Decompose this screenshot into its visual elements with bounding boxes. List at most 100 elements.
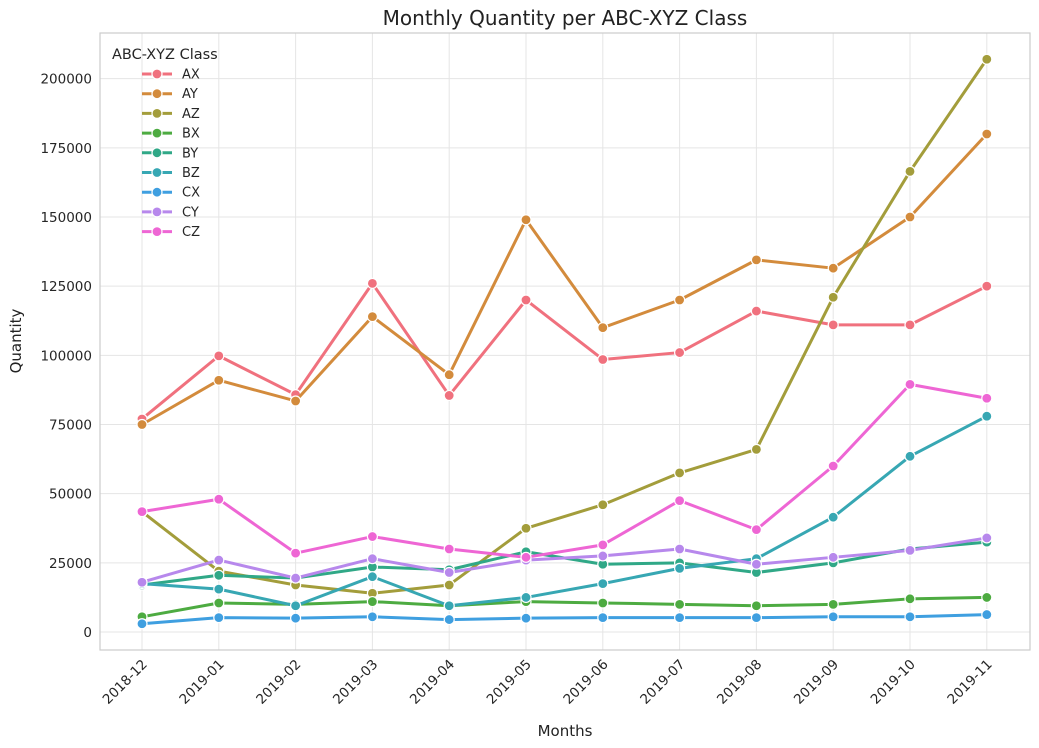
data-point-ax: [673, 346, 686, 359]
data-point-ax: [981, 280, 993, 292]
legend-swatch-marker: [151, 147, 163, 159]
y-tick-label: 200000: [40, 72, 92, 88]
x-axis-ticks: 2018-12 2019-01 2019-02 2019-03 2019-04 2019-…: [100, 657, 996, 708]
y-axis-label: Quantity: [7, 308, 25, 373]
series-line-az: [141, 58, 989, 595]
legend-swatch-marker: [151, 206, 163, 218]
data-point-bx: [827, 598, 839, 610]
data-point-bx: [366, 595, 378, 608]
x-axis-label: Months: [538, 722, 593, 740]
data-point-ax: [904, 319, 916, 331]
data-point-cy: [290, 572, 302, 584]
legend-label: CY: [182, 205, 199, 220]
legend-item-ax: AX: [142, 68, 200, 83]
data-point-az: [597, 499, 609, 511]
data-point-cz: [750, 524, 763, 536]
legend-swatch-marker: [151, 226, 163, 238]
legend-label: BZ: [182, 166, 200, 181]
data-point-bx: [750, 600, 763, 612]
data-point-ay: [213, 374, 225, 386]
data-point-az: [673, 467, 686, 479]
x-tick-label: 2019-10: [868, 657, 919, 708]
data-point-bx: [981, 591, 993, 604]
x-tick-label: 2019-04: [407, 657, 458, 708]
data-point-bz: [520, 591, 532, 604]
data-point-bx: [597, 597, 609, 609]
data-point-ay: [136, 418, 148, 431]
legend-label: CX: [182, 186, 200, 201]
x-tick-label: 2018-12: [100, 657, 151, 708]
data-point-cx: [750, 612, 763, 624]
data-point-bz: [827, 511, 839, 523]
x-tick-label: 2019-05: [484, 657, 535, 708]
data-point-cx: [136, 618, 148, 630]
legend-item-by: BY: [142, 146, 198, 161]
x-tick-label: 2019-09: [791, 657, 842, 708]
data-point-bz: [213, 583, 225, 595]
data-point-ay: [904, 211, 916, 223]
legend-item-cx: CX: [142, 186, 200, 201]
data-point-az: [981, 53, 993, 65]
series-ay: [136, 128, 993, 431]
data-point-ax: [443, 389, 455, 402]
data-point-cz: [443, 543, 455, 555]
data-point-cz: [136, 506, 148, 518]
data-point-ax: [750, 305, 763, 317]
legend-swatch-marker: [151, 107, 163, 120]
data-point-cy: [904, 544, 916, 556]
data-point-cz: [981, 392, 993, 404]
data-point-cx: [597, 612, 609, 624]
x-tick-label: 2019-02: [253, 657, 304, 708]
legend-swatch-marker: [151, 186, 163, 198]
data-point-cz: [213, 493, 225, 505]
legend-label: CZ: [182, 225, 200, 240]
data-point-cy: [213, 554, 225, 566]
legend: ABC-XYZ Class AX AY AZ BX BY BZ CX CY CZ: [112, 47, 218, 240]
data-point-ay: [673, 294, 686, 306]
data-point-cy: [443, 566, 455, 579]
legend-item-bx: BX: [142, 127, 200, 142]
legend-item-cz: CZ: [142, 225, 200, 240]
plot-frame: [99, 32, 1031, 651]
legend-swatch-marker: [151, 166, 163, 179]
data-point-cx: [520, 612, 532, 624]
x-tick-label: 2019-06: [560, 657, 611, 708]
data-point-ax: [520, 294, 532, 306]
series-line-bz: [141, 414, 988, 608]
series-cy: [136, 532, 993, 588]
y-tick-label: 100000: [40, 348, 92, 364]
data-point-cz: [290, 547, 302, 559]
data-point-cx: [827, 611, 839, 623]
data-point-ay: [597, 322, 609, 334]
data-point-cz: [520, 551, 532, 563]
data-point-bz: [290, 600, 302, 612]
data-point-cz: [827, 460, 839, 472]
data-point-ay: [290, 395, 302, 407]
x-tick-label: 2019-07: [637, 657, 688, 708]
data-point-cx: [981, 608, 993, 621]
data-point-cx: [443, 613, 455, 626]
series-cx: [136, 608, 993, 630]
data-point-cy: [750, 558, 763, 570]
data-point-cx: [366, 611, 378, 623]
data-point-bz: [597, 577, 609, 590]
x-tick-label: 2019-03: [330, 657, 381, 708]
x-tick-label: 2019-11: [944, 657, 995, 708]
legend-label: BX: [182, 127, 200, 142]
data-point-bx: [904, 593, 916, 605]
data-point-ay: [981, 128, 993, 140]
data-point-cx: [213, 612, 225, 624]
y-tick-label: 25000: [49, 556, 92, 572]
y-tick-label: 150000: [40, 210, 92, 226]
series-lines: [136, 53, 993, 630]
x-tick-label: 2019-08: [714, 657, 765, 708]
y-tick-label: 75000: [49, 418, 92, 434]
series-line-ax: [141, 281, 988, 421]
legend-item-bz: BZ: [142, 166, 200, 181]
data-point-by: [213, 569, 225, 581]
data-point-ax: [827, 319, 839, 331]
data-point-bz: [981, 410, 993, 422]
data-point-ay: [750, 254, 763, 266]
legend-label: AZ: [182, 107, 200, 122]
